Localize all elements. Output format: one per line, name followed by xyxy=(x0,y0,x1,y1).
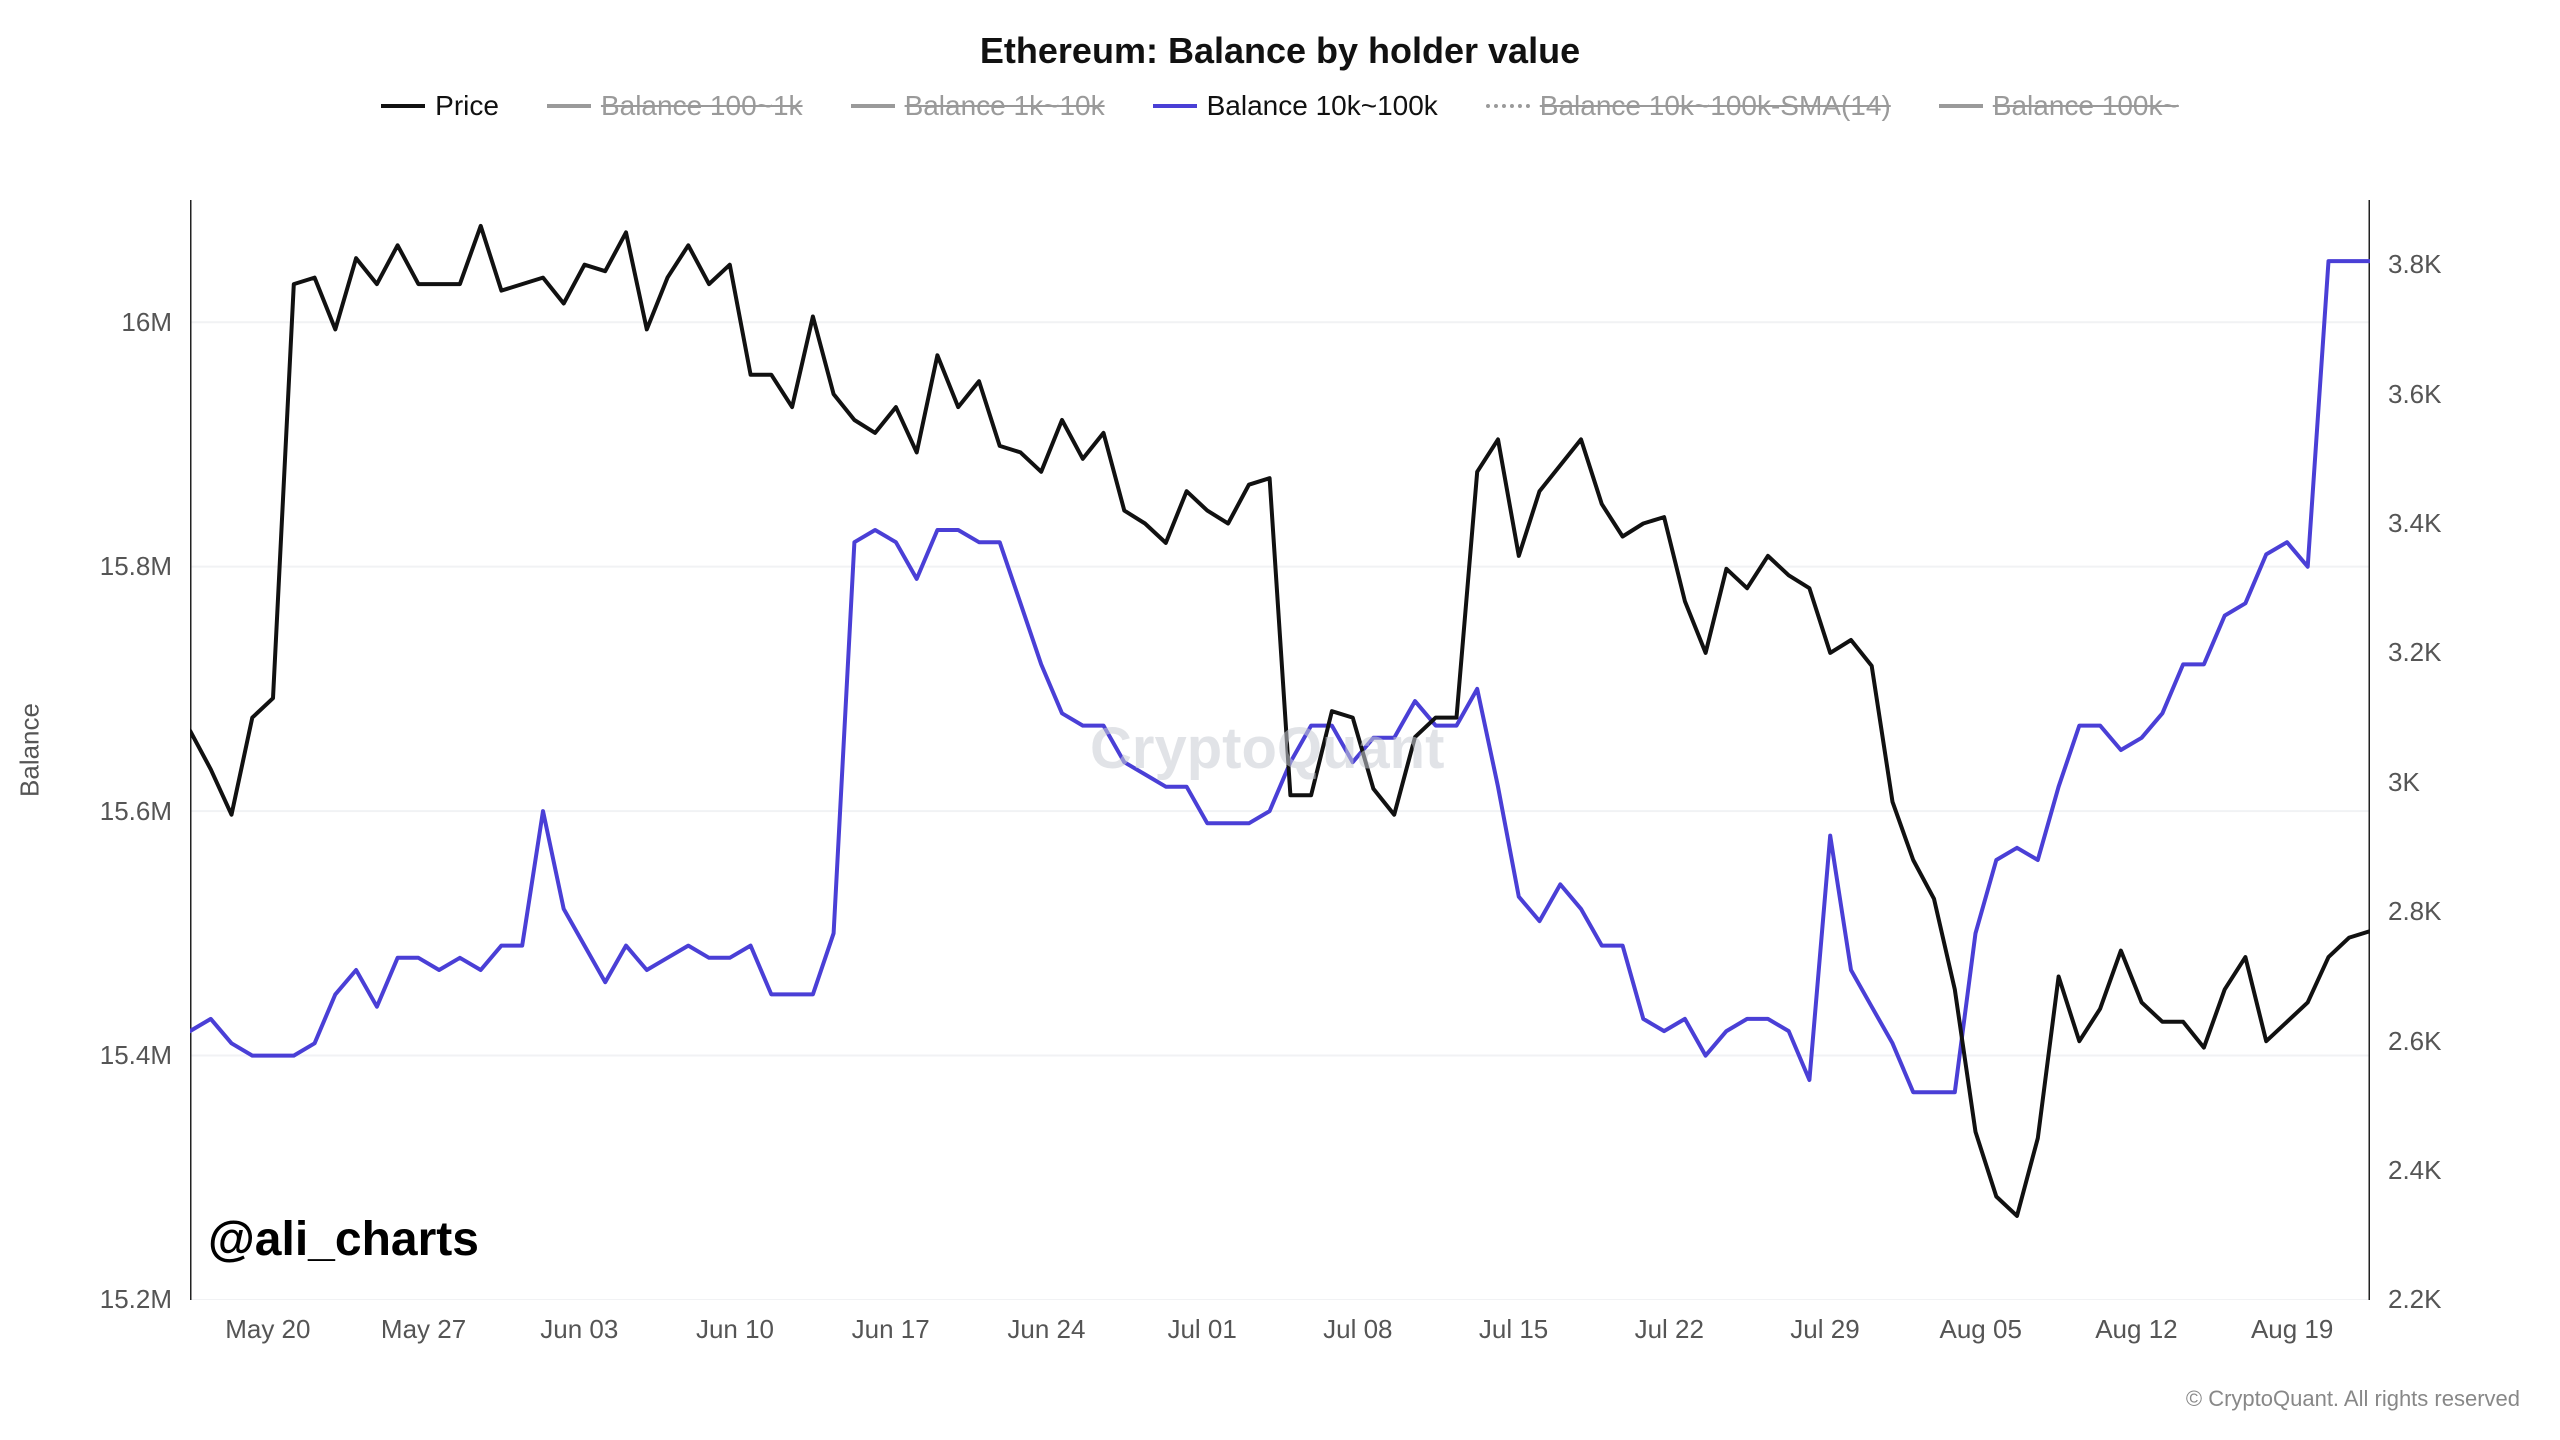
x-tick-label: Aug 19 xyxy=(2242,1314,2342,1345)
x-tick-label: Aug 05 xyxy=(1931,1314,2031,1345)
series-price xyxy=(190,226,2370,1216)
copyright: © CryptoQuant. All rights reserved xyxy=(2186,1386,2520,1412)
chart-title: Ethereum: Balance by holder value xyxy=(0,30,2560,72)
y-axis-label: Balance xyxy=(15,703,46,797)
legend-swatch xyxy=(1939,104,1983,108)
legend-item[interactable]: Balance 10k~100k xyxy=(1153,90,1438,122)
legend-swatch xyxy=(547,104,591,108)
legend-item[interactable]: Balance 100k~ xyxy=(1939,90,2179,122)
legend-swatch xyxy=(1153,104,1197,108)
x-tick-label: Jun 03 xyxy=(529,1314,629,1345)
legend-label: Balance 10k~100k-SMA(14) xyxy=(1540,90,1891,122)
y-right-tick-label: 3K xyxy=(2388,767,2420,798)
legend-item[interactable]: Balance 100~1k xyxy=(547,90,803,122)
x-tick-label: May 27 xyxy=(374,1314,474,1345)
x-tick-label: Jul 01 xyxy=(1152,1314,1252,1345)
plot-area xyxy=(190,200,2370,1300)
y-left-tick-label: 15.2M xyxy=(100,1284,172,1315)
y-left-tick-label: 16M xyxy=(121,307,172,338)
x-tick-label: Aug 12 xyxy=(2086,1314,2186,1345)
y-left-tick-label: 15.8M xyxy=(100,551,172,582)
legend-item[interactable]: Price xyxy=(381,90,499,122)
chart-legend: Price Balance 100~1k Balance 1k~10k Balance… xyxy=(0,90,2560,122)
y-right-tick-label: 3.6K xyxy=(2388,379,2442,410)
series-balance-10k-100k xyxy=(190,261,2370,1092)
legend-swatch xyxy=(381,104,425,108)
x-tick-label: Jul 22 xyxy=(1619,1314,1719,1345)
chart-container: Ethereum: Balance by holder value Price B… xyxy=(0,0,2560,1440)
legend-label: Balance 1k~10k xyxy=(905,90,1105,122)
x-tick-label: May 20 xyxy=(218,1314,318,1345)
y-right-tick-label: 3.8K xyxy=(2388,249,2442,280)
y-left-tick-label: 15.4M xyxy=(100,1040,172,1071)
legend-swatch xyxy=(1486,104,1530,108)
y-right-tick-label: 3.4K xyxy=(2388,508,2442,539)
x-tick-label: Jul 29 xyxy=(1775,1314,1875,1345)
legend-label: Price xyxy=(435,90,499,122)
y-right-tick-label: 2.2K xyxy=(2388,1284,2442,1315)
legend-label: Balance 100~1k xyxy=(601,90,803,122)
y-right-tick-label: 2.8K xyxy=(2388,896,2442,927)
author-handle: @ali_charts xyxy=(208,1212,479,1267)
x-tick-label: Jul 08 xyxy=(1308,1314,1408,1345)
plot-svg xyxy=(190,200,2370,1300)
x-tick-label: Jul 15 xyxy=(1464,1314,1564,1345)
y-left-tick-label: 15.6M xyxy=(100,796,172,827)
y-right-tick-label: 3.2K xyxy=(2388,637,2442,668)
x-tick-label: Jun 17 xyxy=(841,1314,941,1345)
y-right-tick-label: 2.4K xyxy=(2388,1155,2442,1186)
legend-label: Balance 100k~ xyxy=(1993,90,2179,122)
x-tick-label: Jun 10 xyxy=(685,1314,785,1345)
legend-item[interactable]: Balance 1k~10k xyxy=(851,90,1105,122)
legend-item[interactable]: Balance 10k~100k-SMA(14) xyxy=(1486,90,1891,122)
x-tick-label: Jun 24 xyxy=(996,1314,1096,1345)
y-right-tick-label: 2.6K xyxy=(2388,1026,2442,1057)
legend-label: Balance 10k~100k xyxy=(1207,90,1438,122)
legend-swatch xyxy=(851,104,895,108)
